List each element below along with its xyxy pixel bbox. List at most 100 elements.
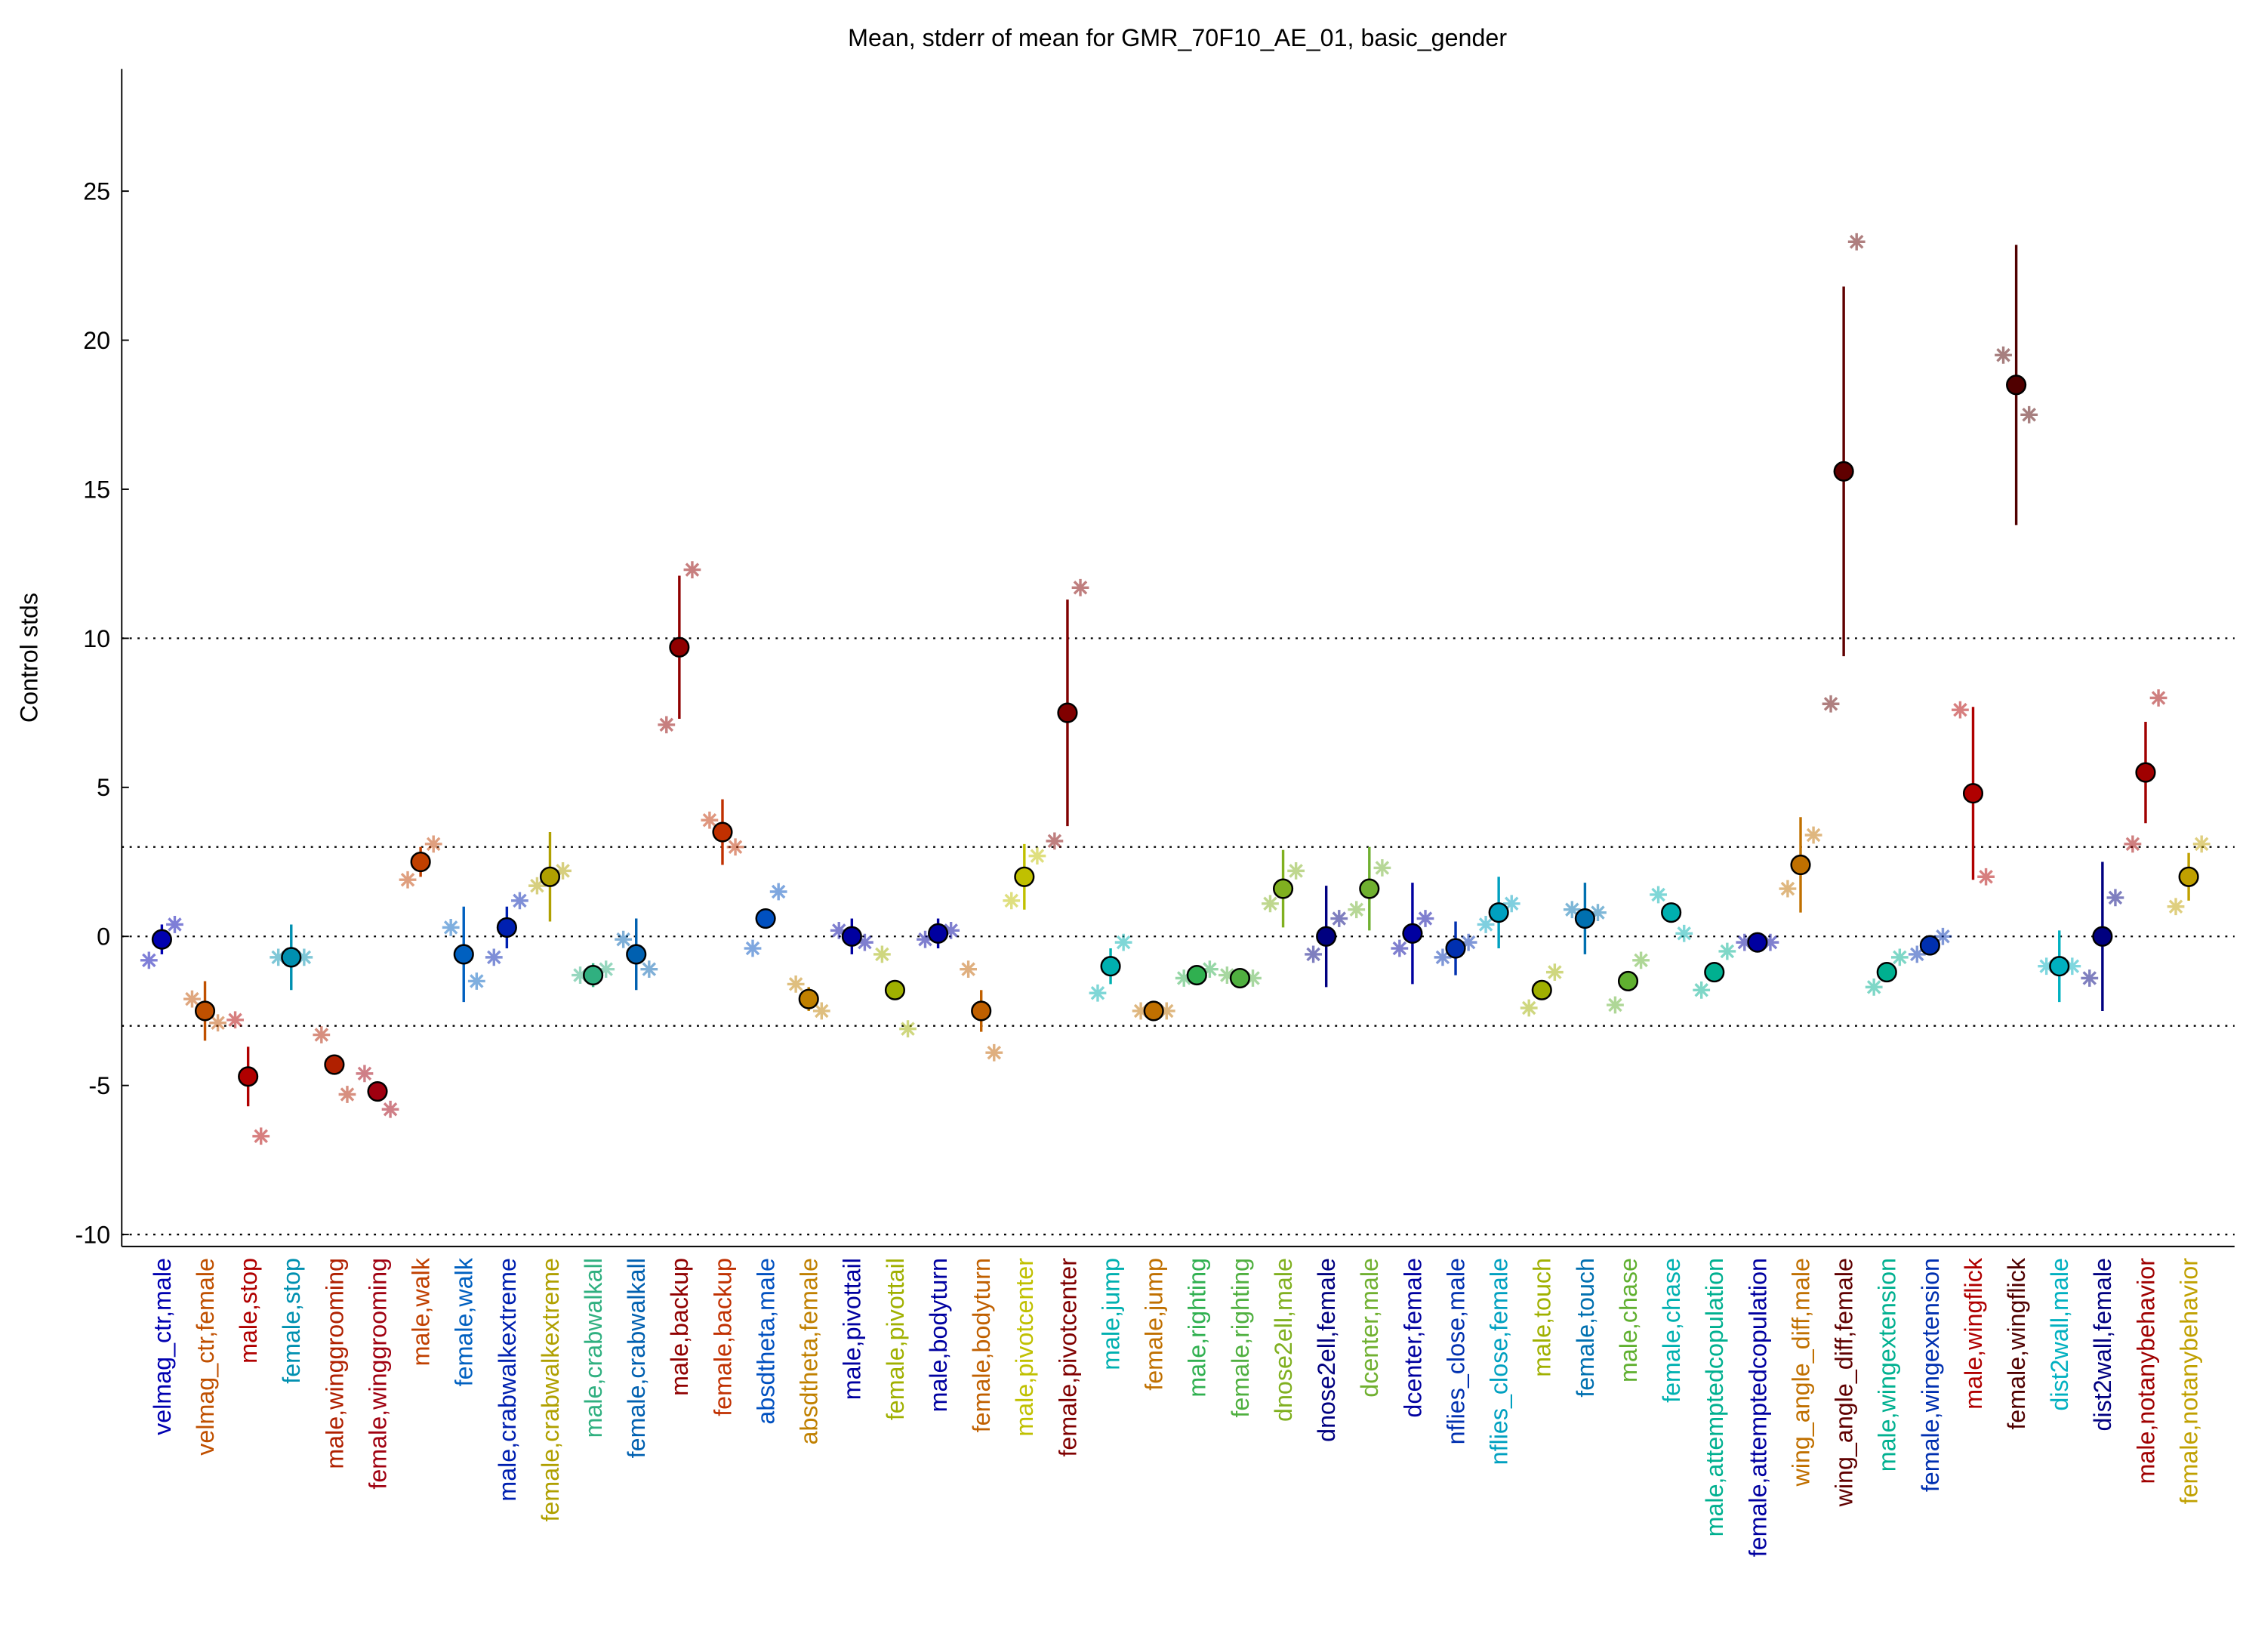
- y-tick-label: 10: [83, 625, 110, 652]
- x-tick-label: velmag_ctr,female: [192, 1258, 219, 1456]
- x-tick-label: dnose2ell,male: [1270, 1258, 1297, 1422]
- sample-marker: [1977, 868, 1995, 886]
- mean-marker: [1445, 938, 1466, 959]
- sample-marker: [295, 948, 313, 966]
- sample-marker: [1071, 578, 1089, 596]
- y-tick-label: 5: [97, 774, 110, 801]
- mean-marker: [1402, 923, 1423, 944]
- mean-marker: [2092, 926, 2113, 947]
- mean-marker: [1747, 932, 1768, 953]
- sample-marker: [1502, 895, 1520, 913]
- mean-marker: [2178, 866, 2199, 887]
- x-tick-label: dist2wall,female: [2089, 1258, 2116, 1431]
- mean-marker: [1100, 956, 1121, 977]
- sample-marker: [1761, 933, 1779, 951]
- sample-marker: [1908, 945, 1926, 963]
- x-tick-label: female,jump: [1141, 1258, 1168, 1391]
- sample-marker: [313, 1026, 331, 1043]
- sample-marker: [485, 948, 503, 966]
- sample-marker: [338, 1086, 356, 1103]
- x-tick-label: male,touch: [1529, 1258, 1556, 1377]
- sample-marker: [1348, 901, 1366, 919]
- sample-marker: [1477, 916, 1495, 933]
- x-tick-label: male,pivottail: [839, 1258, 866, 1400]
- x-tick-label: female,winggrooming: [364, 1258, 391, 1490]
- sample-marker: [572, 966, 589, 984]
- sample-marker: [1934, 927, 1952, 945]
- y-tick-label: 20: [83, 327, 110, 354]
- sample-marker: [683, 561, 701, 578]
- sample-marker: [1089, 984, 1107, 1002]
- x-tick-label: male,wingflick: [1960, 1257, 1987, 1410]
- mean-marker: [1962, 783, 1984, 804]
- x-tick-label: female,bodyturn: [968, 1258, 995, 1432]
- sample-marker: [467, 972, 485, 990]
- mean-marker: [151, 929, 172, 950]
- x-tick-label: female,backup: [709, 1258, 736, 1416]
- mean-marker: [1704, 962, 1725, 983]
- x-tick-label: male,notanybehavior: [2132, 1258, 2159, 1484]
- x-tick-label: male,wingextension: [1874, 1258, 1901, 1472]
- sample-marker: [658, 716, 676, 734]
- sample-marker: [744, 939, 762, 957]
- x-tick-label: female,walk: [451, 1257, 478, 1386]
- sample-marker: [1847, 233, 1866, 251]
- sample-marker: [511, 892, 528, 910]
- sample-marker: [381, 1100, 399, 1118]
- sample-marker: [1244, 969, 1262, 987]
- x-tick-label: dist2wall,male: [2046, 1258, 2073, 1411]
- x-tick-label: female,crabwalkall: [623, 1258, 650, 1458]
- x-tick-label: female,wingflick: [2003, 1257, 2030, 1429]
- mean-marker: [755, 908, 776, 929]
- mean-marker: [712, 821, 733, 843]
- x-tick-label: nflies_close,male: [1442, 1258, 1469, 1444]
- y-tick-label: 0: [97, 923, 110, 951]
- x-tick-label: male,bodyturn: [925, 1258, 952, 1412]
- x-tick-label: absdtheta,male: [752, 1258, 779, 1425]
- sample-marker: [1373, 859, 1391, 877]
- sample-marker: [2063, 957, 2081, 975]
- mean-marker: [1014, 866, 1035, 887]
- x-tick-label: female,touch: [1572, 1258, 1599, 1398]
- sample-marker: [399, 871, 417, 889]
- mean-marker: [194, 1000, 216, 1022]
- x-tick-label: male,pivotcenter: [1011, 1258, 1038, 1437]
- sample-marker: [1632, 951, 1650, 969]
- sample-marker: [856, 933, 873, 951]
- mean-marker: [539, 866, 561, 887]
- mean-marker: [798, 988, 819, 1009]
- sample-marker: [1563, 901, 1581, 919]
- sample-marker: [140, 951, 158, 969]
- sample-marker: [769, 883, 787, 901]
- mean-marker: [367, 1080, 388, 1102]
- mean-marker: [1143, 1000, 1164, 1022]
- sample-marker: [942, 921, 960, 939]
- sample-marker: [787, 975, 805, 993]
- sample-marker: [1589, 904, 1607, 922]
- sample-marker: [442, 919, 460, 936]
- mean-marker: [971, 1000, 992, 1022]
- sample-marker: [1114, 933, 1132, 951]
- sample-marker: [1718, 942, 1736, 960]
- sample-marker: [597, 960, 615, 979]
- mean-marker: [2006, 374, 2027, 396]
- sample-marker: [2020, 405, 2038, 424]
- sample-marker: [1262, 895, 1279, 913]
- sample-marker: [2192, 835, 2211, 853]
- mean-marker: [1488, 902, 1509, 923]
- sample-marker: [640, 960, 658, 979]
- mean-marker: [669, 636, 690, 658]
- x-tick-label: female,crabwalkextreme: [537, 1258, 564, 1522]
- mean-marker: [1229, 967, 1251, 989]
- mean-marker: [496, 917, 517, 938]
- sample-marker: [1459, 933, 1477, 951]
- sample-marker: [1175, 969, 1193, 987]
- x-tick-label: male,righting: [1184, 1258, 1211, 1398]
- sample-marker: [812, 1002, 830, 1020]
- sample-marker: [1330, 910, 1348, 927]
- sample-marker: [1201, 960, 1219, 979]
- x-tick-label: wing_angle_diff,female: [1831, 1258, 1858, 1507]
- sample-marker: [1545, 963, 1564, 981]
